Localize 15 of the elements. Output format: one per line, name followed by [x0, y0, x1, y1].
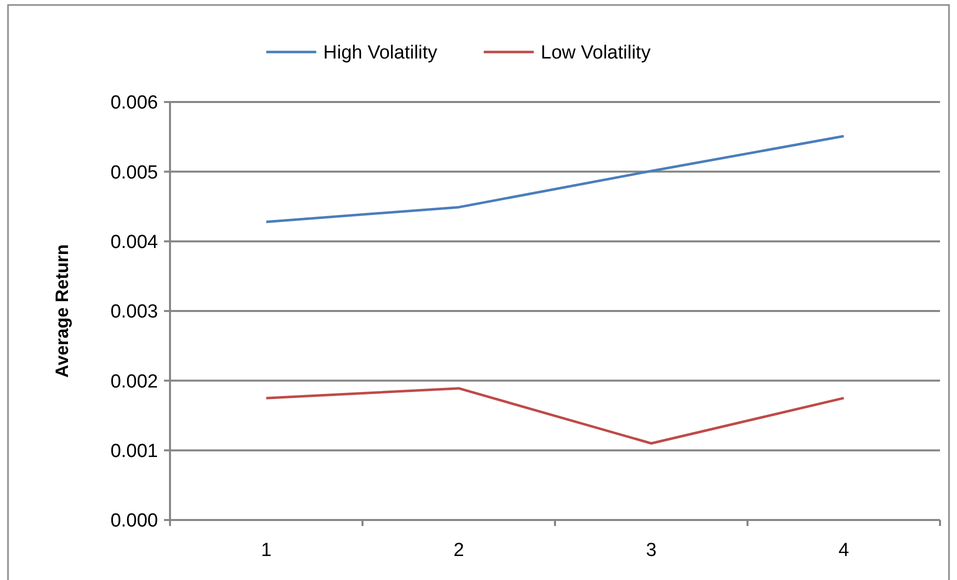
x-tick-label: 1	[260, 540, 272, 561]
x-tick-label: 4	[838, 540, 850, 561]
y-tick-label: 0.003	[110, 302, 158, 323]
y-tick-label: 0.001	[110, 440, 158, 462]
y-axis-title: Average Return	[52, 244, 72, 378]
x-tick-label: 3	[646, 540, 657, 561]
y-tick-label: 0.002	[110, 371, 158, 392]
x-tick-label: 2	[453, 540, 464, 561]
line-series	[265, 134, 845, 224]
y-tick-label: 0.006	[110, 92, 158, 114]
legend-label: High Volatility	[323, 42, 438, 64]
y-tick-label: 0.005	[110, 162, 158, 184]
y-tick-label: 0.000	[110, 510, 158, 532]
y-tick-label: 0.004	[110, 232, 158, 253]
legend-label: Low Volatility	[540, 42, 652, 64]
